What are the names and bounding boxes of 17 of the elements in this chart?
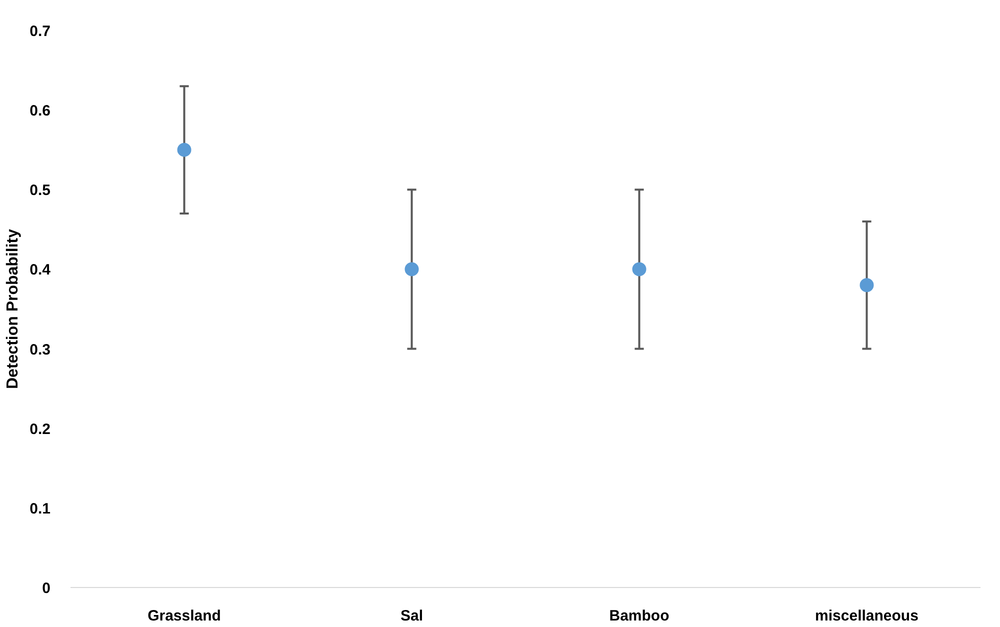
point bbox=[177, 142, 192, 157]
y-tick-label: 0.4 bbox=[30, 262, 52, 279]
y-tick-label: 0.7 bbox=[30, 23, 51, 40]
x-tick-label: Grassland bbox=[148, 608, 221, 624]
y-tick-label: 0 bbox=[42, 580, 50, 597]
x-tick-label: Bamboo bbox=[609, 608, 670, 624]
point bbox=[404, 262, 419, 276]
point bbox=[632, 262, 646, 276]
x-tick-label: Sal bbox=[400, 608, 424, 624]
y-tick-label: 0.1 bbox=[30, 500, 51, 518]
y-tick-label: 0.5 bbox=[30, 182, 51, 200]
y-tick-label: 0.3 bbox=[30, 341, 51, 358]
y-tick-label: 0.6 bbox=[30, 102, 51, 120]
y-axis-title: Detection Probability bbox=[4, 228, 22, 390]
x-tick-label: miscellaneous bbox=[815, 608, 918, 624]
y-tick-label: 0.2 bbox=[30, 420, 51, 438]
point bbox=[860, 278, 874, 292]
